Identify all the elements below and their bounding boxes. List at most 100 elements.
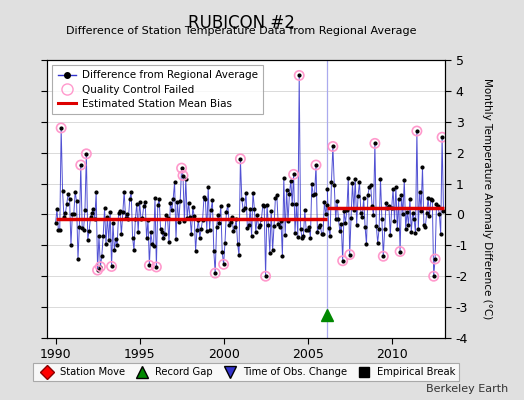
Point — [197, 226, 205, 232]
Point — [271, 195, 280, 201]
Point — [114, 210, 123, 216]
Point — [178, 165, 186, 171]
Point — [225, 221, 233, 228]
Point — [53, 206, 61, 213]
Point — [145, 262, 154, 268]
Point — [284, 218, 292, 224]
Point — [83, 236, 92, 243]
Point — [212, 224, 221, 230]
Point — [379, 253, 387, 260]
Point — [430, 273, 438, 280]
Text: Difference of Station Temperature Data from Regional Average: Difference of Station Temperature Data f… — [66, 26, 416, 36]
Point — [330, 182, 339, 188]
Point — [105, 237, 113, 244]
Point — [309, 192, 318, 198]
Point — [431, 256, 439, 262]
Point — [427, 196, 435, 202]
Point — [376, 176, 385, 182]
Legend: Station Move, Record Gap, Time of Obs. Change, Empirical Break: Station Move, Record Gap, Time of Obs. C… — [33, 363, 460, 381]
Point — [77, 162, 85, 168]
Point — [357, 210, 365, 216]
Point — [334, 216, 343, 222]
Point — [56, 227, 64, 234]
Point — [310, 190, 319, 197]
Point — [439, 208, 447, 215]
Point — [180, 218, 189, 224]
Point — [345, 251, 354, 258]
Point — [70, 211, 78, 218]
Point — [220, 261, 228, 268]
Point — [305, 223, 313, 230]
Point — [314, 224, 323, 230]
Point — [95, 232, 103, 239]
Point — [62, 200, 71, 207]
Point — [78, 225, 86, 231]
Y-axis label: Monthly Temperature Anomaly Difference (°C): Monthly Temperature Anomaly Difference (… — [482, 78, 492, 320]
Point — [85, 228, 93, 234]
Point — [277, 218, 285, 225]
Point — [93, 267, 102, 273]
Point — [344, 175, 353, 182]
Point — [237, 196, 246, 202]
Point — [144, 216, 152, 223]
Point — [414, 226, 422, 232]
Point — [169, 196, 178, 202]
Point — [163, 215, 172, 221]
Point — [179, 172, 187, 179]
Point — [131, 216, 139, 222]
Point — [75, 223, 83, 230]
Point — [438, 134, 446, 140]
Point — [107, 263, 116, 270]
Point — [186, 214, 194, 220]
Point — [343, 207, 351, 214]
Point — [431, 256, 439, 262]
Point — [280, 174, 288, 181]
Point — [409, 210, 417, 216]
Point — [362, 241, 370, 248]
Point — [351, 176, 359, 182]
Point — [395, 196, 403, 202]
Point — [174, 218, 183, 225]
Point — [116, 208, 124, 215]
Point — [162, 212, 170, 218]
Point — [418, 164, 427, 170]
Point — [428, 196, 436, 203]
Point — [86, 213, 95, 220]
Point — [145, 262, 154, 268]
Point — [270, 223, 278, 230]
Point — [220, 261, 228, 268]
Point — [438, 134, 446, 140]
Point — [71, 189, 79, 195]
Point — [66, 196, 74, 202]
Point — [148, 240, 156, 247]
Point — [319, 230, 327, 237]
Point — [194, 216, 203, 223]
Point — [416, 188, 424, 195]
Point — [221, 239, 229, 246]
Point — [102, 241, 110, 248]
Point — [235, 252, 243, 258]
Point — [172, 236, 180, 242]
Point — [143, 235, 151, 242]
Point — [255, 224, 263, 230]
Point — [434, 203, 442, 209]
Point — [96, 264, 105, 270]
Point — [313, 229, 322, 235]
Point — [272, 191, 281, 198]
Point — [299, 233, 308, 239]
Point — [263, 202, 271, 208]
Point — [58, 188, 67, 194]
Point — [159, 234, 168, 241]
Point — [424, 195, 432, 201]
Point — [361, 224, 369, 230]
Point — [379, 253, 387, 260]
Point — [308, 181, 316, 187]
Point — [397, 192, 406, 198]
Point — [201, 196, 210, 202]
Point — [82, 151, 91, 157]
Point — [88, 210, 96, 216]
Point — [320, 199, 329, 206]
Point — [158, 228, 166, 235]
Point — [68, 210, 77, 217]
Point — [51, 220, 60, 226]
